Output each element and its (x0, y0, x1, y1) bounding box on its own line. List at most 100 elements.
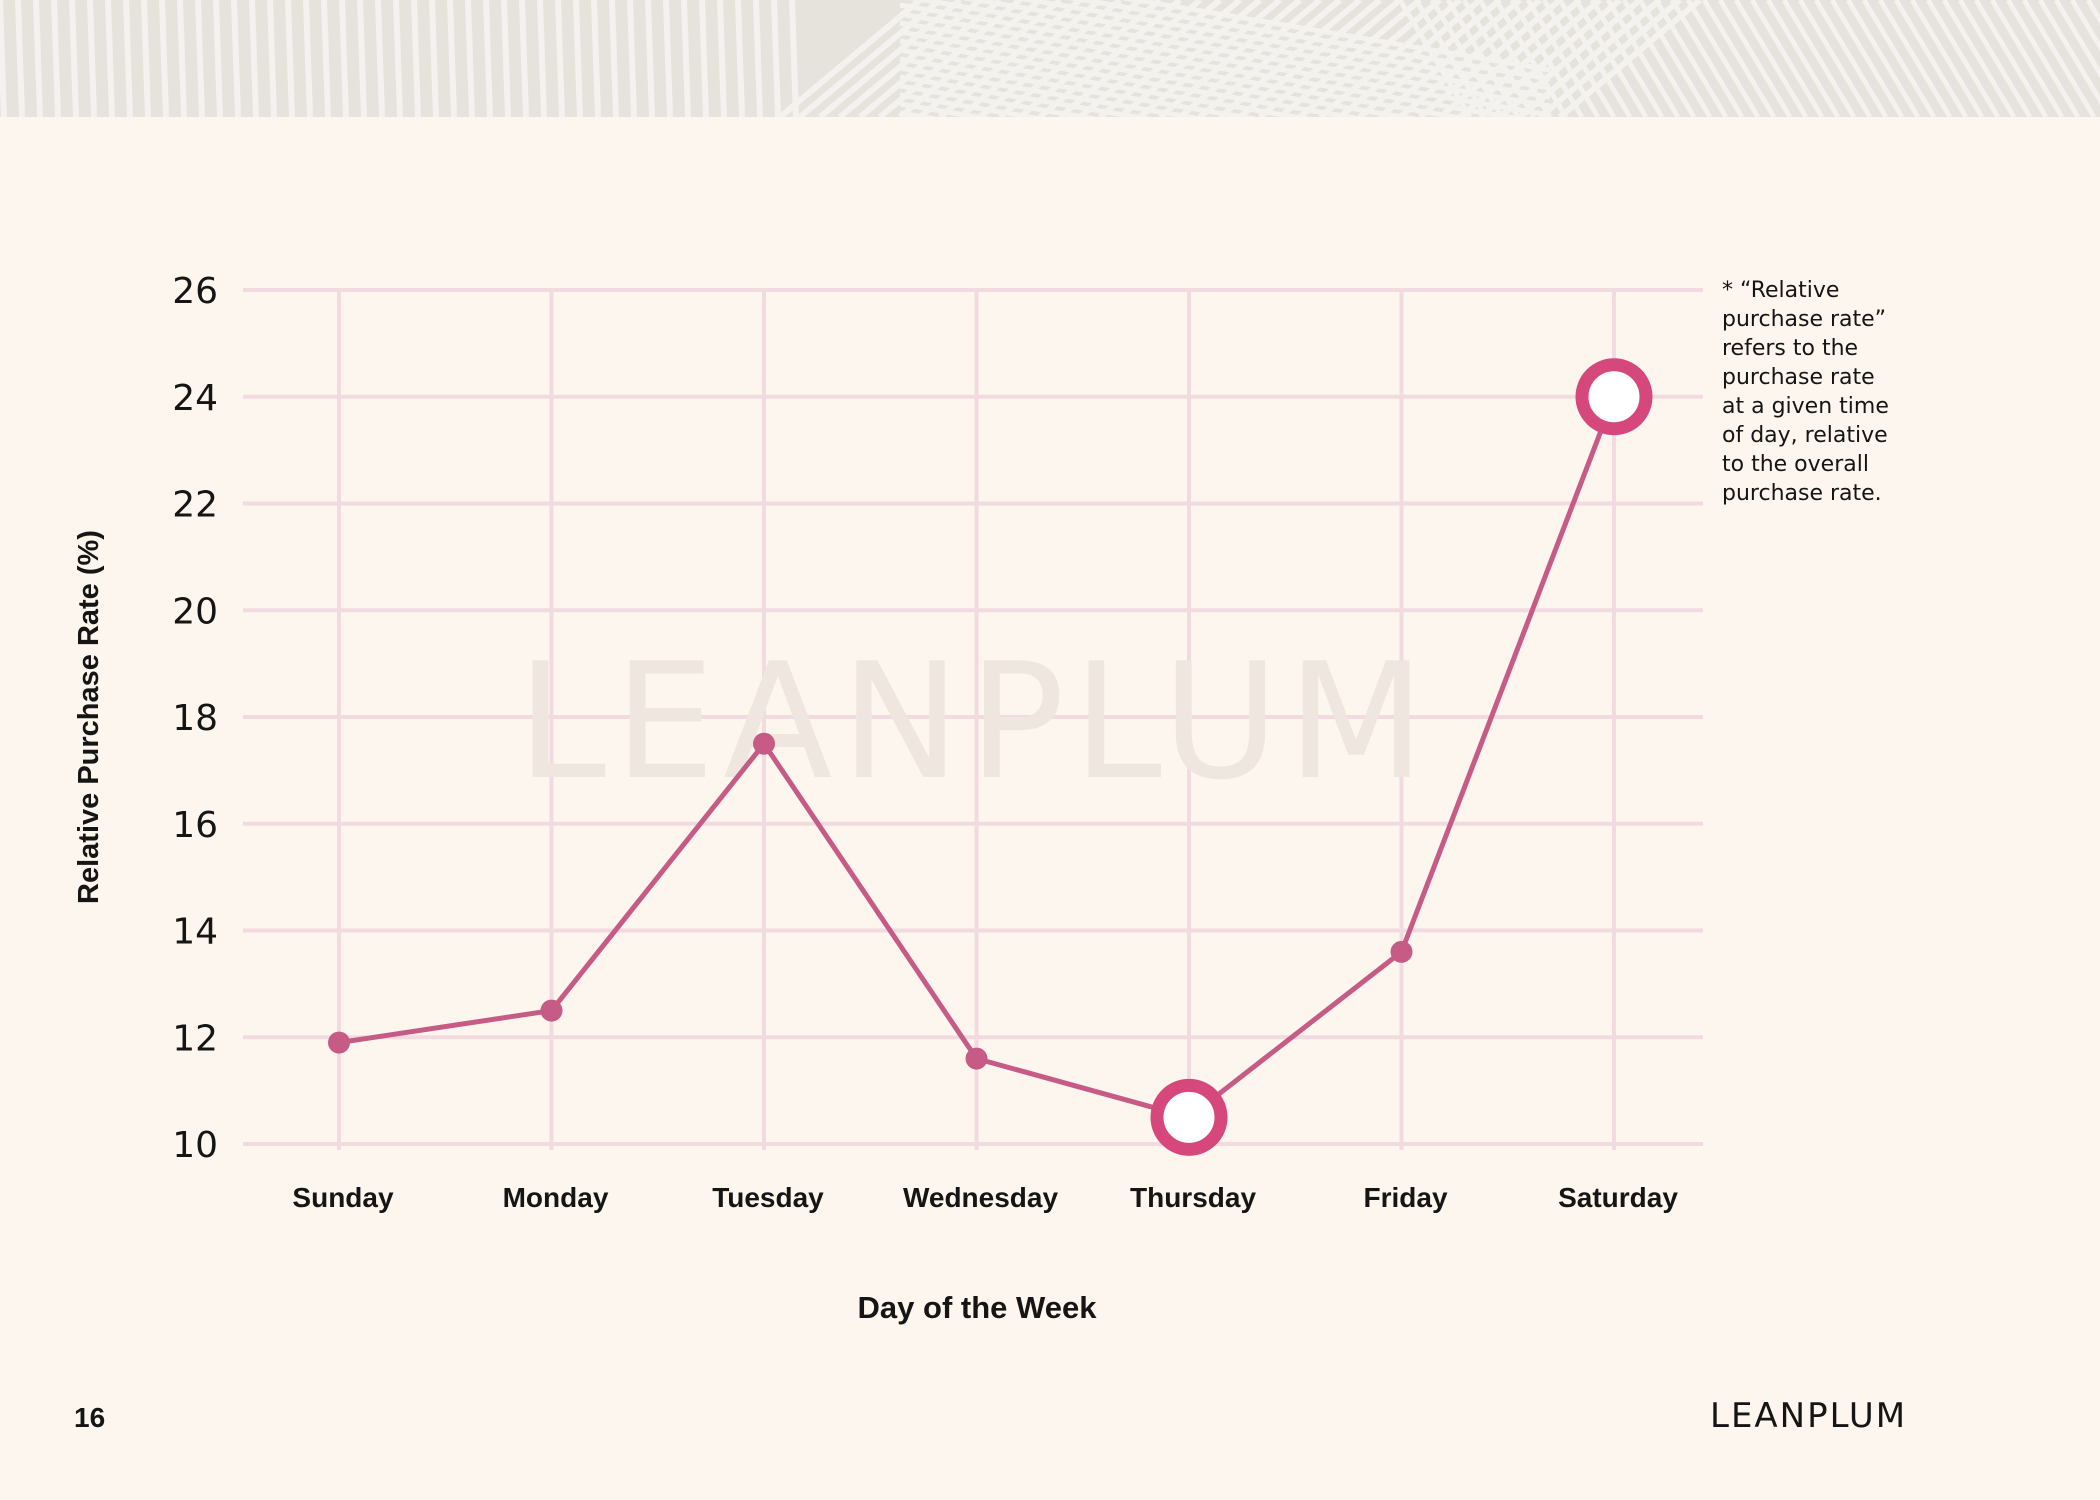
banner-stripe (1973, 0, 2049, 117)
banner-stripe (1121, 0, 1551, 73)
banner-stripe (231, 0, 241, 117)
banner-stripe (717, 0, 727, 117)
y-tick-labels: 10 12 14 16 18 20 22 24 26 (172, 271, 218, 1166)
banner-pattern (0, 0, 2100, 117)
y-tick-label: 16 (172, 805, 218, 846)
banner-stripe (483, 0, 493, 117)
banner-stripe (2069, 0, 2100, 52)
banner-stripe (899, 56, 1258, 117)
banner-stripe (663, 0, 673, 117)
banner-stripe (1477, 0, 1553, 117)
banner-stripe (501, 0, 511, 117)
x-tick-label: Wednesday (903, 1182, 1059, 1213)
y-tick-label: 10 (172, 1125, 218, 1166)
banner-stripe (1829, 0, 1905, 117)
banner-stripe (899, 83, 1099, 117)
data-point (328, 1031, 350, 1054)
banner-stripe (195, 0, 205, 117)
banner-stripe (899, 38, 1365, 117)
banner-stripe (159, 0, 169, 117)
banner-stripe (681, 0, 691, 117)
banner-stripe (1493, 0, 1569, 117)
banner-stripe (609, 0, 619, 117)
banner-stripe (1278, 0, 1422, 117)
banner-stripe (213, 0, 223, 117)
y-tick-label: 18 (172, 698, 218, 739)
banner-stripe (1893, 0, 1969, 117)
banner-stripe (771, 0, 781, 117)
banner-stripe (123, 0, 133, 117)
banner-stripe (375, 0, 385, 117)
banner-stripe (1653, 0, 1729, 117)
banner-stripe (249, 0, 259, 117)
banner-stripe (429, 0, 439, 117)
x-tick-label: Monday (503, 1182, 609, 1213)
banner-stripe (1861, 0, 1937, 117)
series-line (328, 358, 1653, 1156)
banner-stripe (645, 0, 655, 117)
banner-stripe (1685, 0, 1761, 117)
x-tick-label: Saturday (1558, 1182, 1678, 1213)
banner-stripe (465, 0, 475, 117)
x-tick-label: Sunday (292, 1182, 394, 1213)
banner-stripe (1621, 0, 1697, 117)
banner-stripe (591, 0, 601, 117)
highlight-marker (1575, 358, 1653, 436)
footnote: * “Relative purchase rate” refers to the… (1722, 278, 1889, 506)
banner-stripe (1749, 0, 1825, 117)
x-tick-label: Friday (1363, 1182, 1447, 1213)
banner-stripe (1909, 0, 1985, 117)
banner-stripe (2021, 0, 2097, 117)
banner-stripe (908, 0, 1551, 109)
banner-stripe (177, 0, 187, 117)
banner-stripe (1445, 0, 1521, 117)
banner-stripe (778, 0, 922, 117)
banner-stripe (899, 74, 1152, 117)
banner-stripe (2005, 0, 2081, 117)
y-tick-label: 24 (172, 378, 218, 419)
banner-stripe (1605, 0, 1681, 117)
y-tick-label: 20 (172, 591, 218, 632)
banner-stripe (1178, 0, 1322, 117)
banner-stripe (2053, 0, 2100, 79)
line-chart: LEANPLUM 10 12 14 16 18 20 22 24 26 Sunday Monday… (73, 271, 1703, 1325)
banner-stripe (899, 29, 1418, 117)
banner-stripe (1717, 0, 1793, 117)
banner-stripe (1701, 0, 1777, 117)
highlight-marker (1150, 1078, 1228, 1156)
banner-stripe (958, 0, 1102, 117)
banner-stripe (0, 0, 7, 117)
banner-stripe (899, 47, 1311, 117)
banner-stripe (537, 0, 547, 117)
banner-stripe (1573, 0, 1649, 117)
banner-stripe (321, 0, 331, 117)
y-tick-label: 14 (172, 912, 218, 953)
banner-stripe (141, 0, 151, 117)
banner-stripe (961, 0, 1551, 100)
banner-stripe (1877, 0, 1953, 117)
banner-stripe (1669, 0, 1745, 117)
banner-stripe (699, 0, 709, 117)
x-axis-label: Day of the Week (858, 1290, 1098, 1325)
page-number: 16 (74, 1402, 106, 1433)
banner-stripe (447, 0, 457, 117)
data-point (965, 1047, 988, 1070)
banner-stripe (899, 92, 1045, 117)
banner-stripe (2037, 0, 2100, 106)
banner-stripe (1397, 0, 1473, 117)
banner-stripe (357, 0, 367, 117)
banner-stripe (627, 0, 637, 117)
banner-stripe (555, 0, 565, 117)
banner-stripe (1989, 0, 2065, 117)
banner-stripe (899, 20, 1471, 117)
banner-stripe (1509, 0, 1585, 117)
banner-stripe (1461, 0, 1537, 117)
banner-stripe (1589, 0, 1665, 117)
banner-stripe (1765, 0, 1841, 117)
banner-stripe (303, 0, 313, 117)
banner-stripe (735, 0, 745, 117)
banner-stripe (1637, 0, 1713, 117)
banner-stripe (798, 0, 942, 117)
banner-stripe (1813, 0, 1889, 117)
banner-stripe (33, 0, 43, 117)
